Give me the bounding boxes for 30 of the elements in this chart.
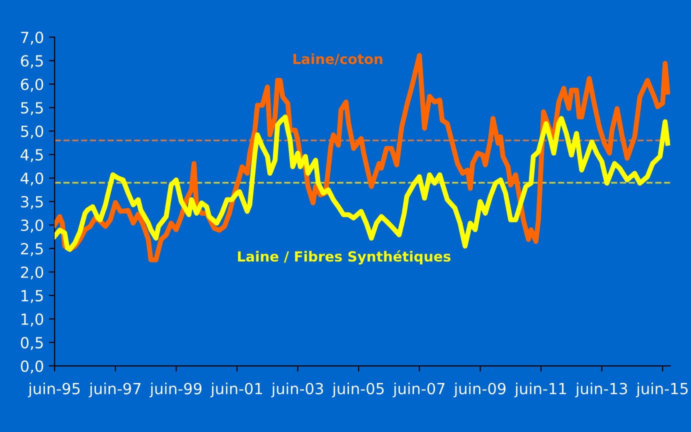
y-tick-label: 4,0: [20, 172, 44, 186]
series-label: Laine/coton: [293, 53, 382, 66]
y-tick-label: 4,5: [20, 149, 43, 162]
y-tick-label: 5,5: [21, 102, 43, 116]
x-tick-label: juin-01: [210, 382, 262, 398]
x-tick-label: juin-97: [88, 382, 141, 398]
y-tick-label: 6,0: [20, 78, 44, 92]
y-tick-label: 3,5: [21, 196, 43, 210]
x-tick-label: juin-07: [392, 382, 445, 398]
x-tick-label: juin-05: [332, 382, 384, 398]
series-label: Laine / Fibres Synthétiques: [238, 250, 451, 264]
x-tick-label: juin-99: [150, 382, 202, 398]
y-tick-label: 1,0: [22, 313, 44, 327]
line-series: [54, 53, 670, 262]
y-tick-label: 1,5: [22, 290, 43, 304]
x-tick-label: juin-09: [454, 382, 506, 398]
x-tick-label: juin-11: [514, 382, 566, 398]
y-tick-label: 2,5: [20, 242, 43, 256]
x-tick-label: juin-15: [636, 382, 688, 398]
y-tick-label: 7,0: [21, 32, 44, 45]
y-tick-label: 6,5: [20, 55, 43, 68]
x-tick-label: juin-03: [271, 382, 323, 398]
y-tick-label: 2,0: [20, 266, 44, 280]
y-tick-label: 5,0: [21, 126, 44, 139]
x-tick-label: juin-13: [575, 382, 628, 398]
line-series: [54, 114, 670, 252]
y-tick-label: 3,0: [21, 219, 44, 233]
x-tick-label: juin-95: [28, 382, 80, 398]
y-tick-label: 0,0: [20, 360, 44, 374]
y-tick-label: 0,5: [20, 336, 43, 350]
